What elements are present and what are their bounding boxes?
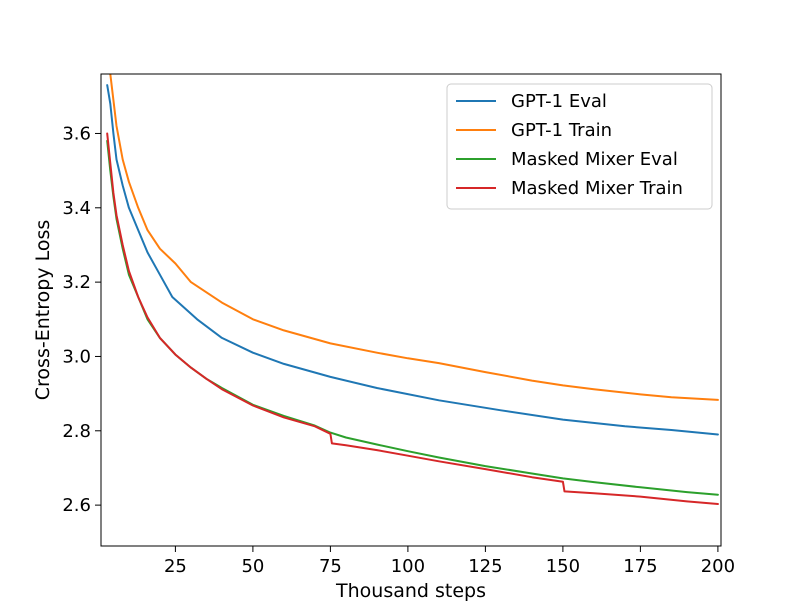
legend-label-4: Masked Mixer Train bbox=[511, 178, 683, 199]
y-axis-label: Cross-Entropy Loss bbox=[32, 220, 54, 400]
x-tick-label: 200 bbox=[701, 556, 735, 577]
x-axis-label: Thousand steps bbox=[335, 580, 486, 602]
x-tick-label: 75 bbox=[319, 556, 342, 577]
legend-label-1: GPT-1 Eval bbox=[511, 91, 607, 112]
x-tick-label: 150 bbox=[546, 556, 580, 577]
x-tick-label: 125 bbox=[468, 556, 502, 577]
legend-box bbox=[446, 83, 713, 210]
plot-frame bbox=[100, 73, 722, 547]
series-lines bbox=[106, 74, 719, 505]
series-line-1 bbox=[106, 84, 719, 436]
y-tick-label: 3.0 bbox=[62, 346, 91, 367]
legend: GPT-1 Eval GPT-1 Train Masked Mixer Eval Ma… bbox=[446, 83, 713, 210]
legend-label-2: GPT-1 Train bbox=[511, 120, 612, 141]
y-tick-label: 3.6 bbox=[62, 123, 91, 144]
x-tick-label: 100 bbox=[391, 556, 425, 577]
x-axis: 25 50 75 100 125 150 175 200 bbox=[164, 546, 735, 577]
x-tick-label: 50 bbox=[241, 556, 264, 577]
y-tick-label: 3.2 bbox=[62, 272, 91, 293]
y-axis: 2.6 2.8 3.0 3.2 3.4 3.6 bbox=[62, 123, 101, 516]
y-tick-label: 3.4 bbox=[62, 198, 91, 219]
legend-label-3: Masked Mixer Eval bbox=[511, 149, 678, 170]
series-line-2 bbox=[109, 74, 719, 401]
x-tick-label: 25 bbox=[164, 556, 187, 577]
y-tick-label: 2.8 bbox=[62, 421, 91, 442]
y-tick-label: 2.6 bbox=[62, 495, 91, 516]
x-tick-label: 175 bbox=[623, 556, 657, 577]
series-line-4 bbox=[106, 132, 719, 505]
